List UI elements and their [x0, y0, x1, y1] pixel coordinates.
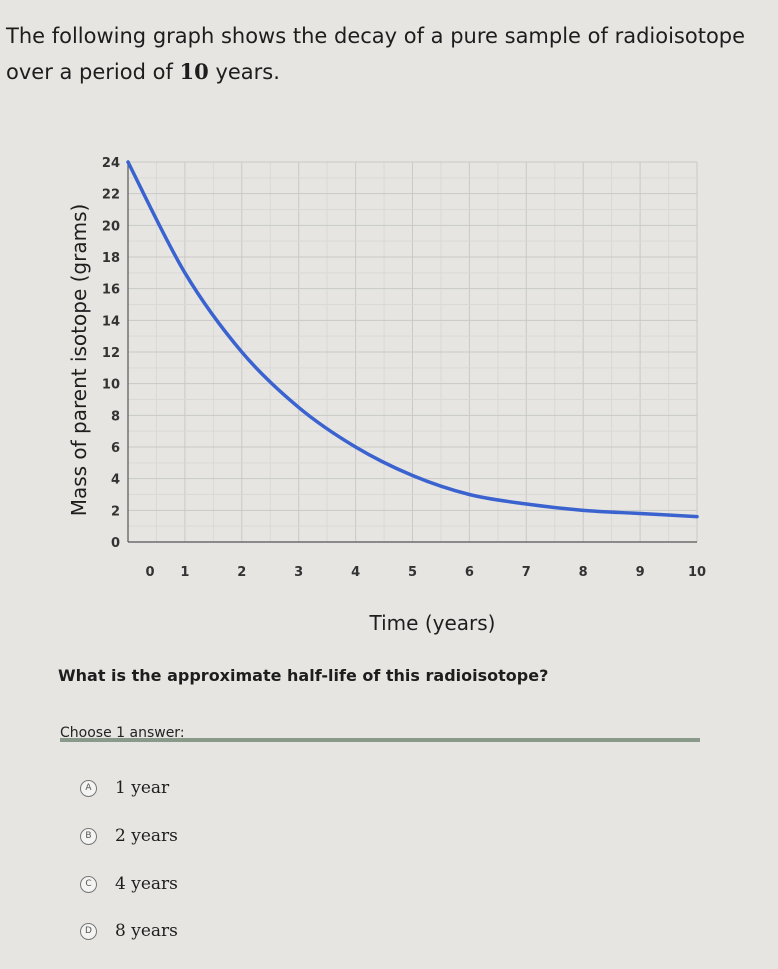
- x-tick-label: 8: [579, 565, 588, 580]
- question-text: What is the approximate half-life of thi…: [58, 666, 549, 685]
- y-tick-label: 4: [111, 473, 120, 488]
- intro-text-1: The following graph shows the decay of a…: [6, 24, 746, 84]
- question-intro: The following graph shows the decay of a…: [6, 18, 766, 90]
- option-d-label: 8 years: [115, 921, 178, 941]
- option-c-badge[interactable]: C: [80, 875, 97, 893]
- choices-divider: [60, 738, 700, 742]
- x-tick-label: 0: [145, 565, 154, 580]
- x-tick-label: 1: [180, 565, 189, 580]
- option-b-label: 2 years: [115, 826, 178, 846]
- option-b[interactable]: B 2 years: [80, 822, 178, 850]
- y-tick-label: 2: [111, 504, 120, 519]
- y-tick-label: 22: [102, 188, 120, 203]
- x-tick-label: 2: [237, 565, 246, 580]
- y-tick-label: 24: [102, 156, 120, 171]
- intro-number: 10: [179, 59, 209, 84]
- option-d-badge[interactable]: D: [80, 922, 97, 940]
- x-tick-label: 5: [408, 565, 417, 580]
- y-axis-label: Mass of parent isotope (grams): [67, 204, 91, 517]
- option-c-label: 4 years: [115, 874, 178, 894]
- intro-text-2: years.: [208, 60, 280, 84]
- decay-curve: [126, 160, 699, 519]
- y-tick-label: 0: [111, 536, 120, 551]
- y-tick-label: 16: [102, 283, 120, 298]
- y-tick-label: 8: [111, 409, 120, 424]
- x-tick-label: 10: [688, 565, 706, 580]
- y-tick-label: 6: [111, 441, 120, 456]
- option-b-badge[interactable]: B: [80, 827, 97, 845]
- y-tick-label: 20: [102, 219, 120, 234]
- decay-chart: 0 1 2 3 4 5 6 7 8 9 10 0 2 4 6 8 10 12 14 16 18 20 22 24 Time (y…: [0, 140, 778, 660]
- option-c[interactable]: C 4 years: [80, 870, 178, 898]
- x-tick-label: 4: [351, 565, 360, 580]
- option-a-badge[interactable]: A: [80, 779, 97, 797]
- option-a-label: 1 year: [115, 778, 170, 798]
- x-tick-label: 7: [522, 565, 531, 580]
- choose-label: Choose 1 answer:: [60, 725, 185, 741]
- y-tick-label: 18: [102, 251, 120, 266]
- y-tick-label: 10: [102, 378, 120, 393]
- x-axis-label: Time (years): [369, 611, 496, 635]
- option-a[interactable]: A 1 year: [80, 774, 169, 802]
- option-d[interactable]: D 8 years: [80, 917, 178, 945]
- x-tick-label: 9: [636, 565, 645, 580]
- y-tick-label: 12: [102, 346, 120, 361]
- y-tick-label: 14: [102, 314, 120, 329]
- x-tick-label: 3: [294, 565, 303, 580]
- x-tick-label: 6: [465, 565, 474, 580]
